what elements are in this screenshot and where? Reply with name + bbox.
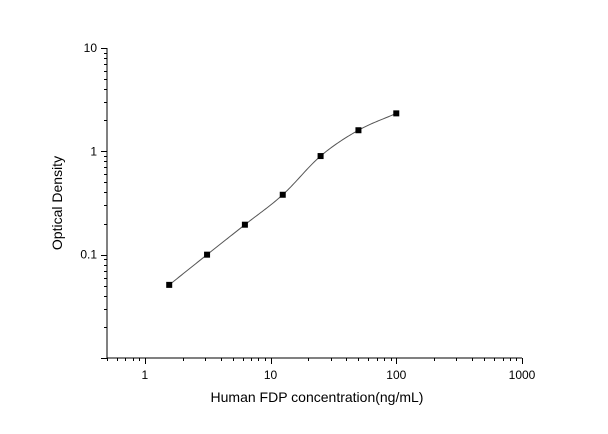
x-tick-label: 1000 [509, 368, 536, 382]
data-point [393, 110, 400, 117]
data-point [279, 191, 286, 198]
data-point [166, 281, 173, 288]
fit-curve [168, 112, 397, 286]
y-tick-label: 10 [84, 41, 98, 55]
data-point [355, 127, 362, 134]
fit-curve-layer [168, 112, 397, 286]
x-tick-label: 1 [142, 368, 149, 382]
data-points [166, 110, 400, 288]
data-point [204, 251, 211, 258]
x-tick-label: 100 [386, 368, 406, 382]
y-tick-label: 0.1 [80, 248, 97, 262]
x-axis-title: Human FDP concentration(ng/mL) [211, 389, 424, 405]
data-point [317, 153, 324, 160]
axes: 1 10 100 1000 0.1 1 10 [80, 41, 535, 382]
x-tick-label: 10 [264, 368, 278, 382]
y-tick-label: 1 [90, 144, 97, 158]
y-axis-title: Optical Density [49, 156, 65, 250]
data-point [241, 221, 248, 228]
